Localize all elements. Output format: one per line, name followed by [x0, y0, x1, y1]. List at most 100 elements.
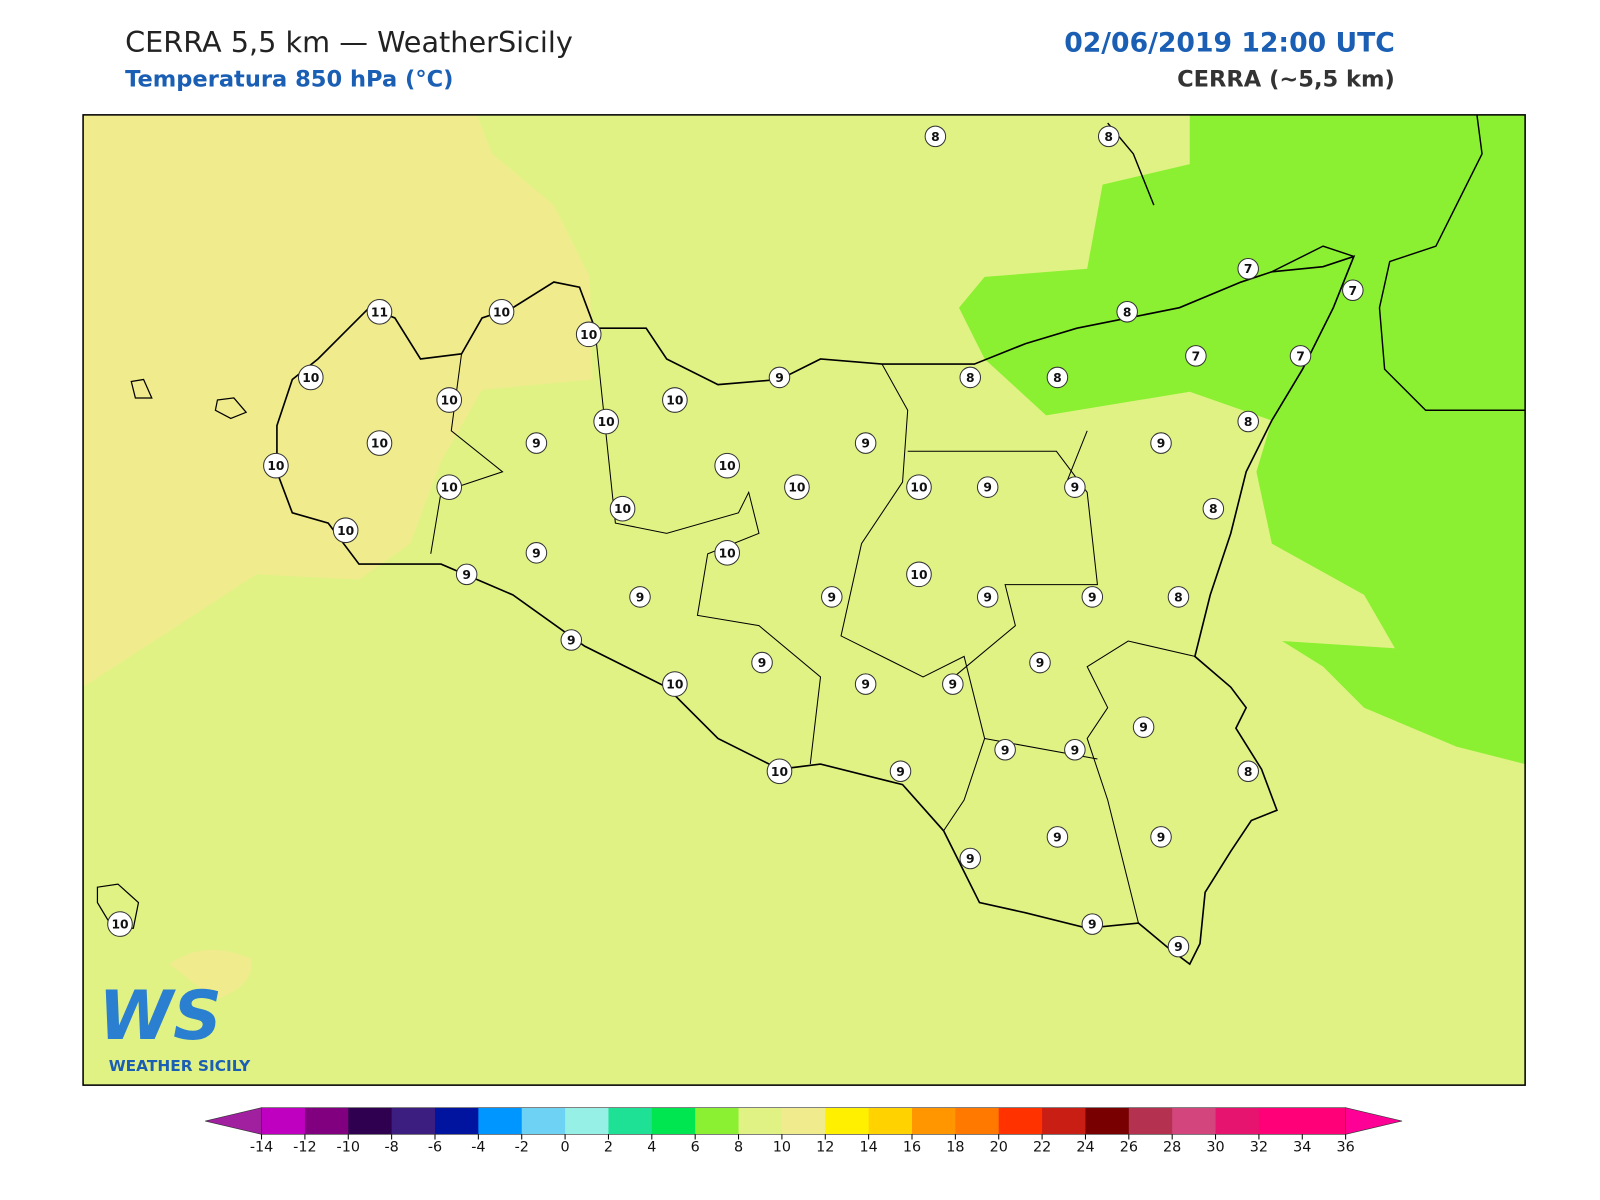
colorbar-bin: [391, 1107, 436, 1135]
station-marker: [1150, 432, 1172, 454]
station-marker: [959, 366, 982, 389]
station-value: 9: [1071, 481, 1080, 495]
colorbar-bin: [695, 1107, 740, 1135]
colorbar-tick-label: 6: [691, 1140, 700, 1156]
station-value: 8: [1244, 765, 1253, 779]
colorbar-tick-label: 32: [1250, 1140, 1268, 1156]
station-marker: [1046, 366, 1069, 389]
station-value: 9: [462, 568, 471, 582]
station-marker: [297, 364, 324, 391]
colorbar-bin: [1215, 1107, 1260, 1135]
station-marker: [766, 758, 793, 785]
station-marker: [1116, 301, 1138, 323]
station-value: 9: [983, 481, 992, 495]
sicily-coast: [276, 255, 1356, 966]
field-10-12: [83, 114, 593, 688]
station-marker: [1081, 913, 1104, 935]
station-marker: [609, 495, 636, 522]
station-value: 8: [1104, 130, 1113, 144]
title: CERRA 5,5 km — WeatherSicily: [125, 25, 573, 59]
station-value: 8: [931, 130, 940, 144]
colorbar-bin: [1128, 1107, 1173, 1135]
station-marker: [906, 561, 932, 588]
station-marker: [1237, 760, 1259, 783]
station-value: 10: [441, 394, 458, 408]
station-value: 10: [111, 918, 128, 932]
colorbar-bin: [1172, 1107, 1217, 1135]
stations: 8 8 7 7 8 7 7 8 8 8 9 11 10 10 10 10 10 10 9 10 9 9 10 10 10 10 9 9…: [107, 125, 1364, 958]
colorbar: -14 -12 -10 -8 -6 -4 -2 0 2 4 6 8 10 12 14 16 18 20 22 24 26…: [205, 1107, 1403, 1156]
station-marker: [959, 847, 982, 870]
station-value: 10: [771, 765, 788, 779]
colorbar-bin: [478, 1107, 523, 1135]
station-marker: [924, 125, 947, 148]
station-marker: [1097, 125, 1120, 148]
station-value: 9: [828, 590, 837, 604]
colorbar-bin: [781, 1107, 826, 1135]
station-marker: [1167, 935, 1190, 958]
station-value: 9: [949, 678, 958, 692]
station-marker: [854, 673, 877, 695]
station-value: 9: [861, 437, 870, 451]
station-marker: [784, 474, 810, 500]
station-value: 10: [371, 437, 388, 451]
station-marker: [714, 540, 740, 566]
station-value: 9: [1088, 918, 1097, 932]
colorbar-tick-label: 18: [946, 1140, 964, 1156]
station-value: 8: [1209, 502, 1218, 516]
station-marker: [1046, 826, 1069, 848]
colorbar-bin: [608, 1107, 653, 1135]
station-value: 9: [1071, 743, 1080, 757]
colorbar-frame: [261, 1107, 1346, 1135]
colorbar-bin: [1042, 1107, 1086, 1135]
station-value: 9: [758, 656, 767, 670]
station-marker: [714, 452, 740, 479]
station-marker: [263, 452, 289, 479]
colorbar-bin: [912, 1107, 956, 1135]
station-value: 10: [910, 481, 927, 495]
colorbar-tick-label: 4: [647, 1140, 656, 1156]
station-marker: [906, 474, 932, 500]
subtitle: Temperatura 850 hPa (°C): [125, 67, 453, 93]
colorbar-under: [205, 1107, 262, 1135]
field-10-12: [169, 949, 252, 1000]
station-value: 10: [580, 328, 597, 342]
station-value: 9: [1088, 590, 1097, 604]
station-marker: [1237, 410, 1259, 433]
station-marker: [976, 586, 999, 608]
station-marker: [366, 430, 393, 456]
colorbar-bin: [304, 1107, 349, 1135]
station-marker: [629, 586, 651, 608]
colorbar-tick-label: 10: [773, 1140, 791, 1156]
colorbar-tick-label: 36: [1337, 1140, 1355, 1156]
station-marker: [332, 517, 359, 544]
colorbar-bin: [651, 1107, 696, 1135]
colorbar-tick-label: 20: [990, 1140, 1008, 1156]
colorbar-bin: [868, 1107, 913, 1135]
colorbar-tick-label: -8: [384, 1140, 398, 1156]
station-marker: [366, 298, 393, 325]
logo: WS WEATHER SICILY: [98, 976, 251, 1075]
station-value: 9: [861, 678, 870, 692]
station-marker: [593, 408, 619, 435]
station-value: 10: [666, 394, 683, 408]
colorbar-tick-label: 16: [903, 1140, 921, 1156]
station-value: 10: [302, 371, 319, 385]
station-marker: [942, 673, 964, 695]
colorbar-bin: [998, 1107, 1043, 1135]
station-value: 9: [1157, 830, 1166, 844]
station-marker: [1185, 345, 1207, 367]
station-value: 9: [1174, 940, 1183, 954]
station-marker: [1081, 586, 1104, 608]
colorbar-tick-label: -10: [337, 1140, 360, 1156]
station-value: 10: [614, 502, 631, 516]
colorbar-tick-label: 28: [1163, 1140, 1181, 1156]
colorbar-bin: [825, 1107, 870, 1135]
colorbar-tick-label: 26: [1120, 1140, 1138, 1156]
colorbar-tick-label: 34: [1293, 1140, 1311, 1156]
colorbar-bin: [738, 1107, 783, 1135]
colorbar-bin: [348, 1107, 393, 1135]
colorbar-tick-label: -2: [515, 1140, 529, 1156]
station-value: 10: [788, 481, 805, 495]
